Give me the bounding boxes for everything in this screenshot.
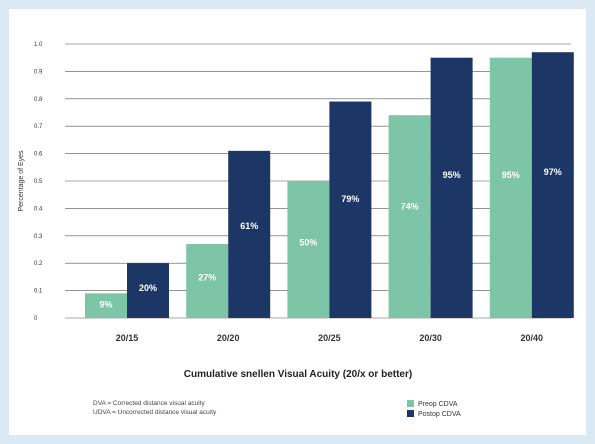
y-tick-label: 0.7 [34,124,43,130]
y-tick-label: 0.6 [34,152,43,158]
bar [287,181,330,318]
bar [531,52,574,318]
data-label: 95% [443,170,461,180]
legend-label: Postop CDVA [418,411,461,418]
x-tick-label: 20/40 [521,333,544,343]
x-axis-title: Cumulative snellen Visual Acuity (20/x o… [184,369,412,380]
bar-chart: 0 0.1 0.2 0.3 0.4 0.5 0.6 0.7 0.8 0.9 1.0 9% 20% 20/1… [18,42,574,418]
legend-swatch [407,410,414,417]
y-tick-label: 0.5 [34,179,43,185]
bar [489,57,532,318]
legend-label: Preop CDVA [418,401,458,408]
data-label: 79% [341,194,359,204]
y-tick-label: 0.9 [34,69,43,75]
data-label: 61% [240,221,258,231]
data-label: 95% [502,170,520,180]
bar [430,57,473,318]
x-tick-label: 20/25 [318,333,341,343]
chart-card: 0 0.1 0.2 0.3 0.4 0.5 0.6 0.7 0.8 0.9 1.0 9% 20% 20/1… [9,9,586,435]
footnote: DVA = Corrected distance visual acuity [93,400,205,407]
y-axis-title: Percentage of Eyes [18,150,25,212]
data-label: 9% [99,299,112,309]
bar [388,115,431,319]
data-label: 74% [401,201,419,211]
x-tick-label: 20/30 [419,333,442,343]
y-tick-label: 0 [34,316,38,322]
footnote: UDVA = Uncorrected distance visual acuit… [93,409,217,416]
y-tick-label: 0.3 [34,234,43,240]
bar [329,101,372,318]
y-tick-label: 1.0 [34,42,43,48]
y-tick-label: 0.4 [34,206,43,212]
y-tick-label: 0.2 [34,261,43,267]
y-tick-label: 0.8 [34,97,43,103]
bar [85,293,127,318]
legend-swatch [407,400,414,407]
bar [127,263,169,318]
x-tick-label: 20/15 [116,333,139,343]
bar [228,150,271,318]
y-tick-label: 0.1 [34,289,43,295]
data-label: 50% [299,238,317,248]
data-label: 97% [544,167,562,177]
data-label: 20% [139,283,157,293]
bar [186,244,229,318]
x-tick-label: 20/20 [217,333,240,343]
data-label: 27% [198,272,216,282]
